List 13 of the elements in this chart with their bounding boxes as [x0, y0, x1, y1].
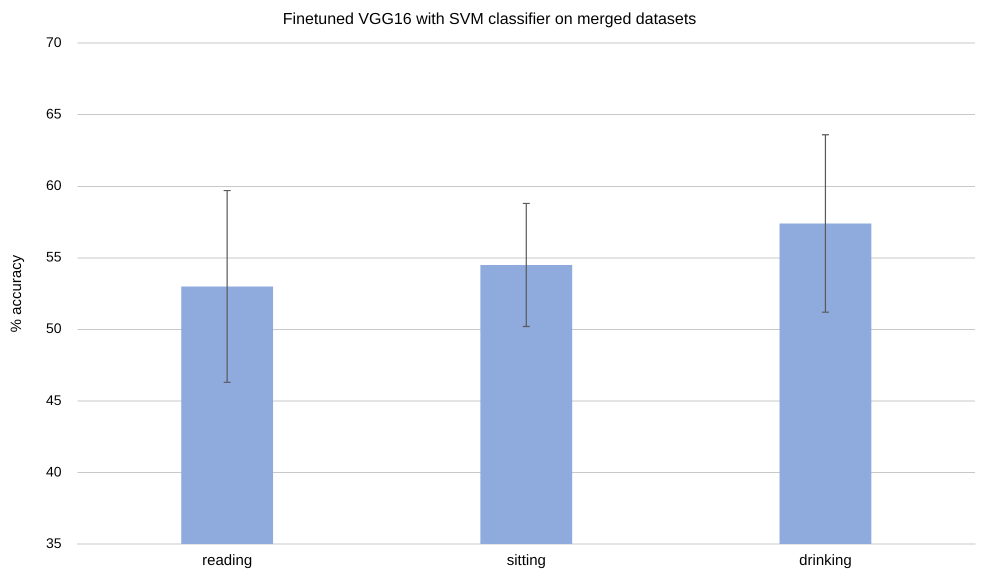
y-tick-label: 70 [46, 34, 62, 50]
x-tick-label: reading [202, 552, 252, 570]
x-tick-label: drinking [799, 552, 852, 570]
y-tick-label: 55 [46, 248, 62, 265]
y-tick-label: 40 [46, 463, 62, 480]
x-tick-label: sitting [506, 552, 546, 570]
y-tick-label: 45 [46, 392, 62, 408]
y-tick-label: 60 [46, 177, 62, 194]
y-axis-title: % accuracy [8, 254, 26, 332]
y-tick-label: 50 [46, 320, 62, 336]
chart-title: Finetuned VGG16 with SVM classifier on merged datasets [282, 11, 696, 28]
y-tick-label: 65 [46, 106, 62, 122]
y-tick-label: 35 [46, 534, 62, 551]
